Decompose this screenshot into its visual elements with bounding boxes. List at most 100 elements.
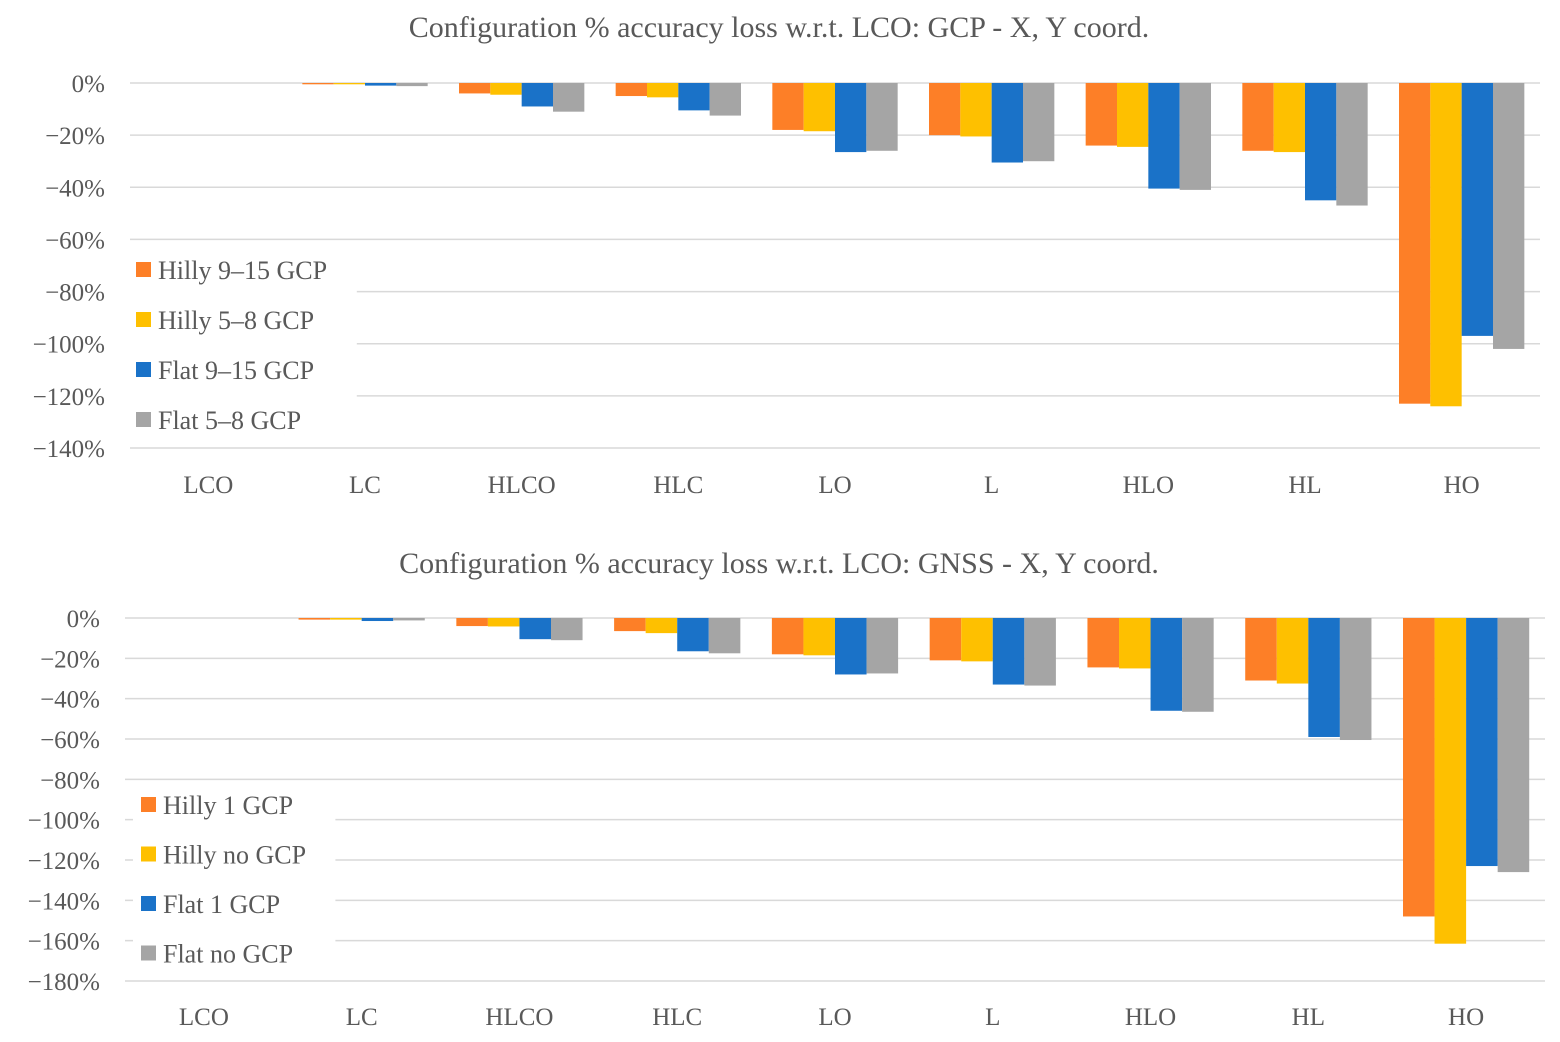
legend-label: Hilly 9–15 GCP (158, 256, 327, 285)
x-tick-label: LO (818, 1004, 851, 1031)
bar (709, 83, 741, 116)
y-tick-label: −140% (28, 888, 100, 915)
y-tick-label: −60% (45, 227, 105, 254)
bar (771, 618, 804, 655)
chart-title: Configuration % accuracy loss w.r.t. LCO… (409, 11, 1149, 44)
y-tick-label: −20% (40, 646, 100, 673)
legend-swatch (141, 846, 156, 862)
x-tick-label: HL (1292, 1004, 1325, 1031)
bar (772, 83, 804, 130)
bar (330, 618, 362, 620)
bar (1150, 618, 1183, 711)
legend: Hilly 1 GCP Hilly no GCP Flat 1 GCP Flat no… (133, 783, 336, 980)
y-tick-label: −100% (28, 808, 100, 835)
bar (396, 83, 428, 87)
bar (1273, 83, 1305, 153)
bar (866, 618, 899, 674)
legend-label: Flat no GCP (163, 940, 293, 969)
legend-label: Flat 1 GCP (163, 890, 280, 919)
chart-gnss: Configuration % accuracy loss w.r.t. LCO… (28, 547, 1545, 1031)
bar (645, 618, 678, 634)
x-tick-label: HLC (653, 472, 703, 499)
bar (961, 618, 993, 662)
bar (1117, 83, 1149, 147)
bar (1182, 618, 1214, 712)
bar (1430, 83, 1462, 407)
legend-label: Flat 9–15 GCP (158, 356, 314, 385)
x-tick-label: HL (1288, 472, 1321, 499)
legend-background (133, 783, 336, 980)
bar (647, 83, 679, 98)
x-tick-label: LC (346, 1004, 378, 1031)
x-tick-label: LC (349, 472, 381, 499)
bar (1308, 618, 1340, 737)
y-tick-label: −120% (28, 848, 100, 875)
legend-swatch (141, 945, 156, 961)
bar (1399, 83, 1431, 404)
legend-swatch (136, 362, 151, 377)
x-tick-label: HLO (1123, 472, 1174, 499)
bar (298, 618, 331, 620)
x-tick-label: LO (818, 472, 851, 499)
bar (393, 618, 425, 621)
bar (678, 83, 710, 111)
bar (302, 83, 334, 85)
bar (708, 618, 741, 654)
legend-swatch (136, 312, 151, 327)
bar (1087, 618, 1119, 668)
bar (1461, 83, 1493, 336)
legend-swatch (141, 896, 156, 911)
bar (459, 83, 491, 94)
bar (677, 618, 709, 652)
x-tick-label: LCO (183, 472, 233, 499)
y-tick-label: −40% (40, 687, 100, 714)
legend-label: Hilly no GCP (163, 841, 306, 870)
bar (929, 618, 962, 661)
y-tick-label: −40% (45, 175, 105, 202)
bar (929, 83, 961, 136)
y-tick-label: −80% (45, 280, 105, 307)
bar (1245, 618, 1277, 681)
bar (456, 618, 488, 627)
y-tick-label: −160% (28, 929, 100, 956)
legend-background (128, 248, 357, 446)
y-tick-label: −120% (33, 384, 105, 411)
x-tick-label: L (985, 1004, 1000, 1031)
x-tick-label: L (984, 472, 999, 499)
y-tick-label: −100% (33, 332, 105, 359)
bar (1497, 618, 1530, 873)
bar (992, 618, 1025, 685)
y-tick-label: −20% (45, 123, 105, 150)
bar (835, 618, 867, 675)
bar (1276, 618, 1309, 684)
chart-gcp: Configuration % accuracy loss w.r.t. LCO… (33, 11, 1540, 499)
bar (1403, 618, 1435, 917)
bar (1119, 618, 1151, 669)
bar (803, 618, 835, 656)
legend-label: Hilly 5–8 GCP (158, 306, 314, 335)
y-tick-label: −140% (33, 436, 105, 463)
y-tick-label: 0% (72, 71, 105, 98)
y-tick-label: −60% (40, 727, 100, 754)
bar (1493, 83, 1525, 349)
x-tick-label: HLO (1125, 1004, 1176, 1031)
bar (1242, 83, 1274, 151)
bar (960, 83, 992, 137)
x-tick-label: HO (1448, 1004, 1484, 1031)
bar (1336, 83, 1368, 206)
legend: Hilly 9–15 GCP Hilly 5–8 GCP Flat 9–15 GCP… (128, 248, 357, 446)
x-tick-label: HO (1444, 472, 1480, 499)
bar (1434, 618, 1467, 944)
bar (991, 83, 1023, 163)
legend-swatch (141, 797, 156, 812)
x-tick-label: LCO (179, 1004, 229, 1031)
bar (835, 83, 867, 153)
x-tick-label: HLCO (485, 1004, 553, 1031)
bar (333, 83, 365, 85)
bar (615, 83, 647, 97)
bar (487, 618, 520, 627)
bar (803, 83, 835, 132)
x-tick-label: HLCO (488, 472, 556, 499)
bar (553, 83, 585, 112)
